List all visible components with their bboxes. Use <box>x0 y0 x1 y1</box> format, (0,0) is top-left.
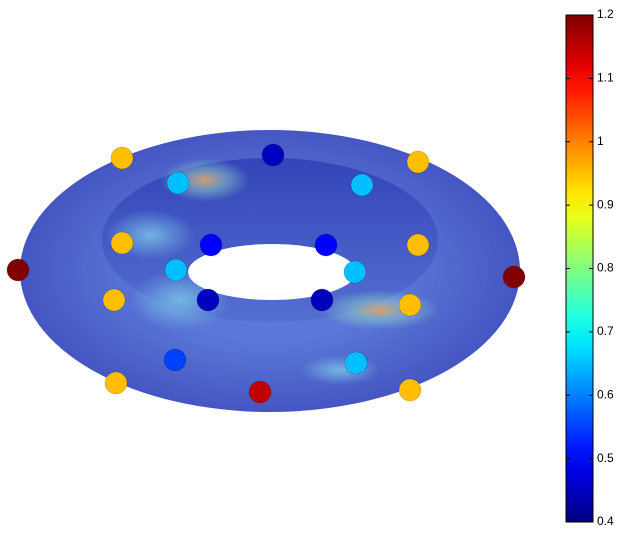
data-point <box>248 380 272 404</box>
data-point <box>110 146 134 170</box>
data-point <box>6 258 30 282</box>
surface-glow <box>300 355 380 385</box>
data-point <box>110 231 134 255</box>
data-point <box>310 288 334 312</box>
data-point <box>166 171 190 195</box>
data-point <box>398 378 422 402</box>
colorbar-tick-label: 1 <box>597 134 604 148</box>
colorbar <box>565 14 594 523</box>
surface-glow <box>320 290 440 330</box>
colorbar-tick-label: 1.2 <box>597 7 614 21</box>
data-point <box>406 150 430 174</box>
data-point <box>104 371 128 395</box>
torus-hole <box>188 244 356 300</box>
data-point <box>398 293 422 317</box>
colorbar-tick-label: 0.4 <box>597 514 614 528</box>
torus-surface <box>20 130 520 412</box>
data-point <box>344 351 368 375</box>
data-point <box>406 233 430 257</box>
colorbar-tick-label: 0.8 <box>597 261 614 275</box>
colorbar-tick-label: 1.1 <box>597 71 614 85</box>
colorbar-tick-label: 0.6 <box>597 387 614 401</box>
data-point <box>314 233 338 257</box>
colorbar-tick-label: 0.7 <box>597 324 614 338</box>
data-point <box>199 233 223 257</box>
data-point <box>164 258 188 282</box>
data-point <box>196 288 220 312</box>
colorbar-tick-label: 0.9 <box>597 197 614 211</box>
colorbar-tick-label: 0.5 <box>597 451 614 465</box>
colorbar-axis: 0.4 0.5 0.6 0.7 0.8 0.9 1 1.1 1.2 <box>566 7 614 528</box>
data-point <box>261 143 285 167</box>
data-point <box>163 348 187 372</box>
data-point <box>350 173 374 197</box>
points <box>6 143 526 404</box>
data-point <box>343 260 367 284</box>
data-point <box>502 265 526 289</box>
data-point <box>102 288 126 312</box>
